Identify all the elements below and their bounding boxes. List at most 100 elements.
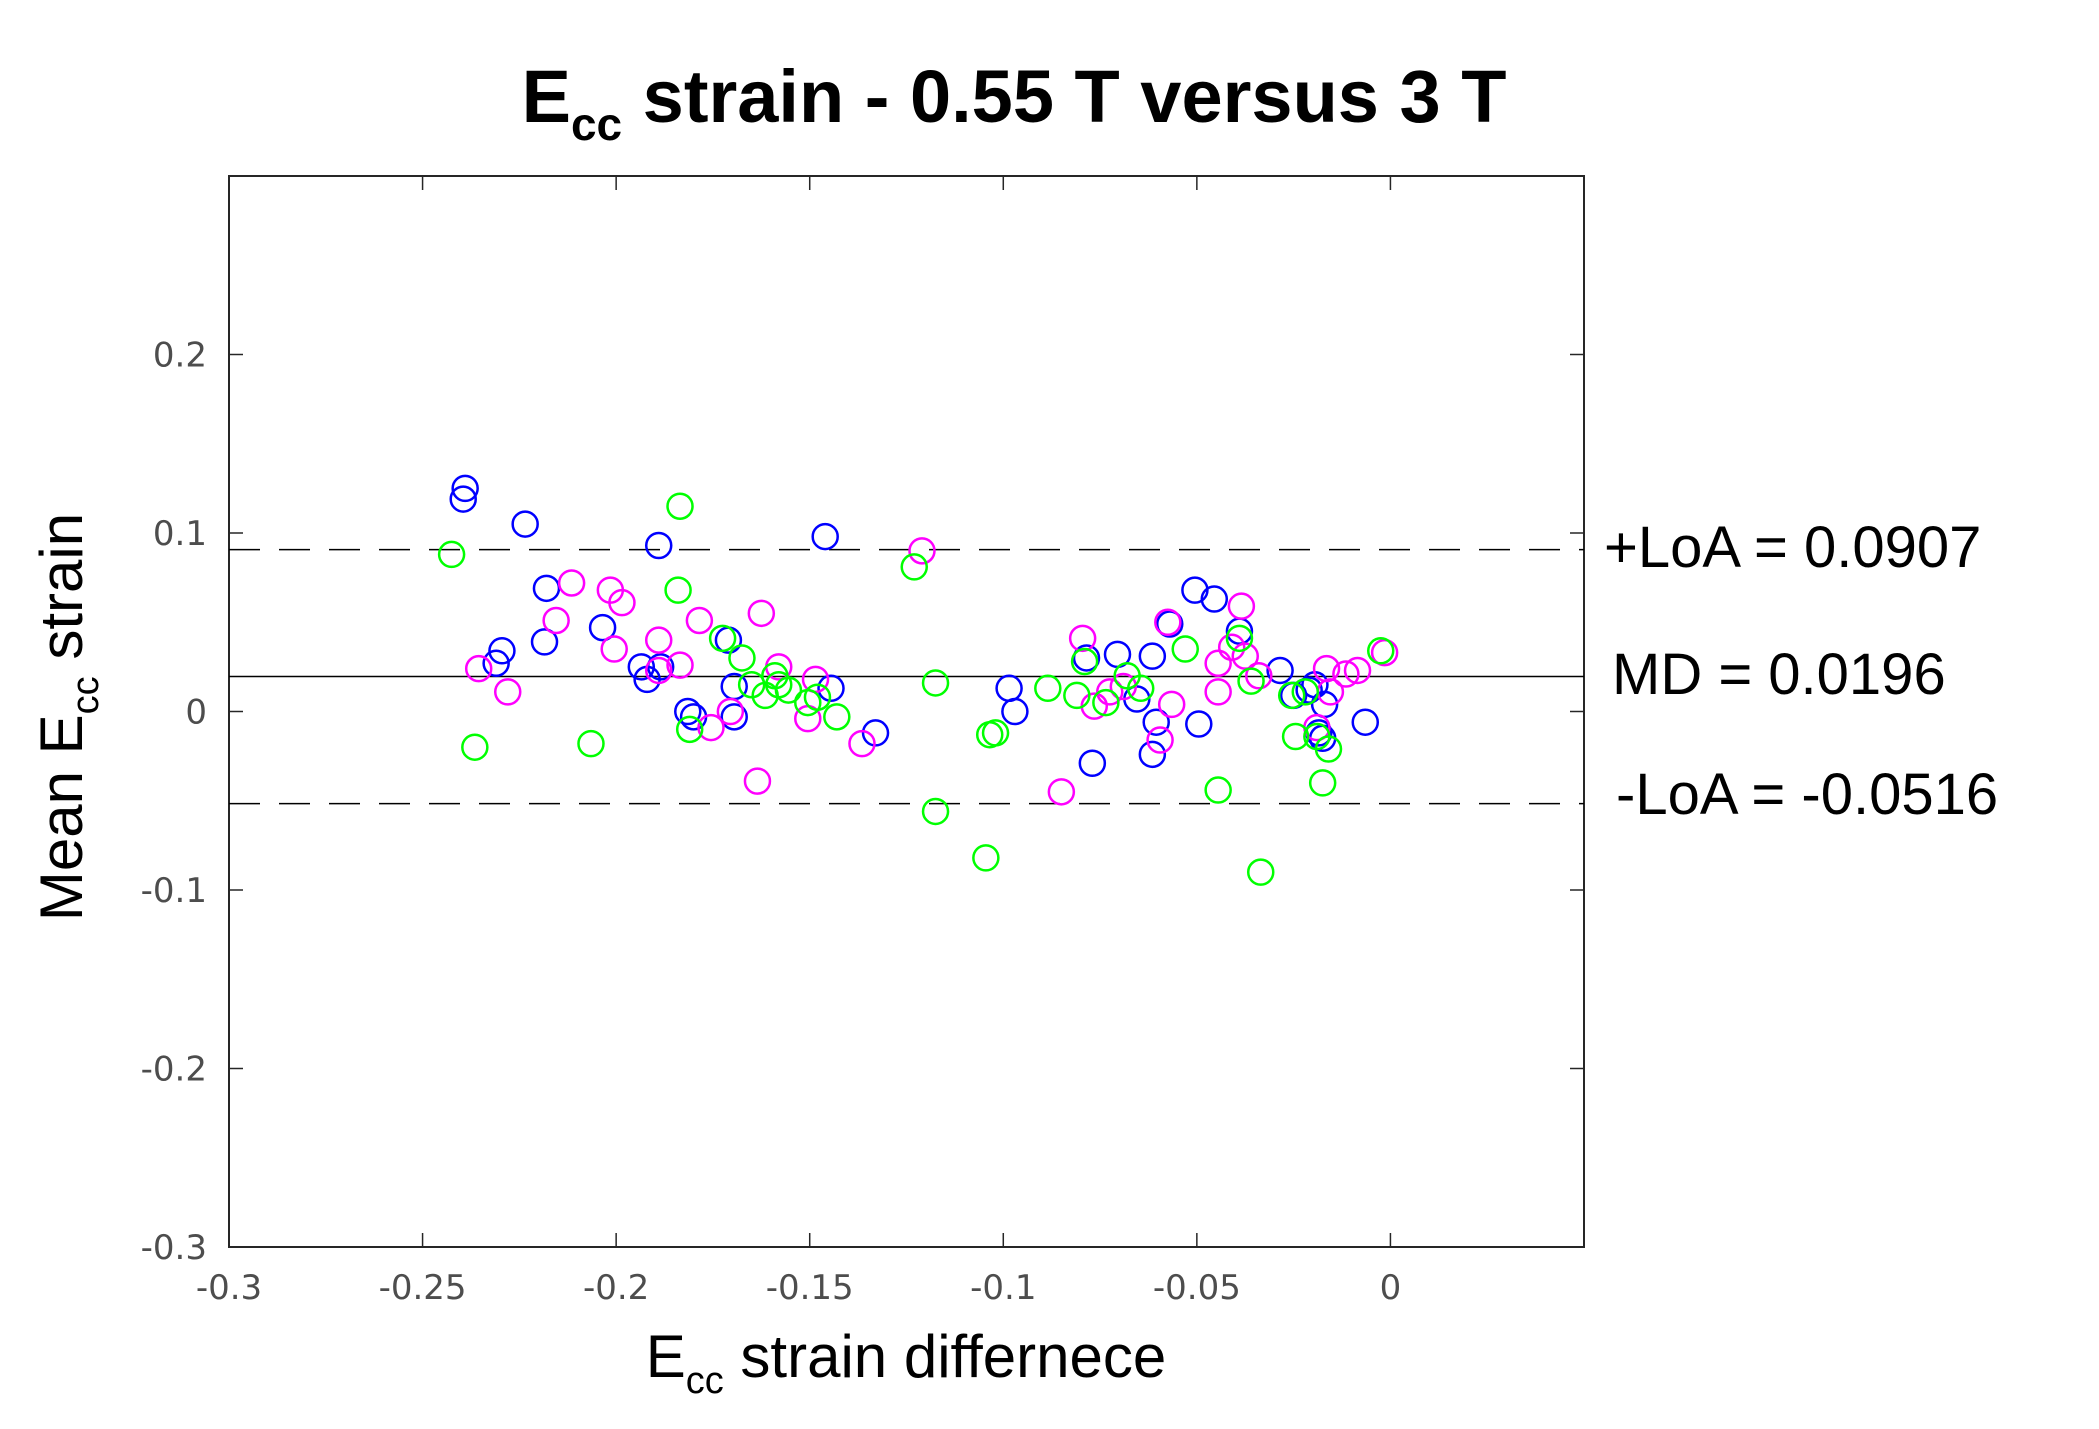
y-tick-label: -0.2 <box>141 1050 207 1090</box>
point-green <box>1204 776 1232 804</box>
point-magenta <box>1146 726 1174 754</box>
point-magenta <box>542 606 570 635</box>
point-green <box>1237 667 1265 695</box>
point-blue <box>1156 610 1184 638</box>
mean-difference-label: MD = 0.0196 <box>1612 642 1946 707</box>
point-blue <box>1001 697 1029 726</box>
point-magenta <box>557 569 586 597</box>
point-magenta <box>716 697 745 726</box>
point-magenta <box>1068 624 1097 653</box>
y-tick-label: -0.3 <box>141 1228 207 1268</box>
point-green <box>1291 678 1320 706</box>
point-blue <box>511 510 539 538</box>
point-magenta <box>697 713 725 742</box>
point-green <box>461 733 489 761</box>
point-green <box>921 669 950 697</box>
point-magenta <box>1217 633 1246 661</box>
point-blue <box>1072 644 1101 672</box>
point-green <box>675 715 704 744</box>
point-green <box>823 703 851 731</box>
point-magenta <box>464 654 493 683</box>
x-tick-label: -0.15 <box>766 1268 854 1308</box>
point-green <box>1126 674 1155 703</box>
point-green <box>1063 681 1091 710</box>
x-tick-label: -0.1 <box>970 1268 1036 1308</box>
point-blue <box>644 531 673 560</box>
y-axis-label: Mean Ecc strain <box>28 513 107 921</box>
point-blue <box>488 637 516 665</box>
point-magenta <box>1047 778 1076 806</box>
point-blue <box>1142 708 1170 736</box>
point-blue <box>1185 710 1213 738</box>
point-green <box>666 492 694 520</box>
point-green <box>1171 635 1199 663</box>
point-magenta <box>848 729 876 758</box>
point-magenta <box>1096 678 1124 706</box>
x-tick-label: 0 <box>1380 1268 1402 1308</box>
point-magenta <box>1154 608 1182 636</box>
point-green <box>972 844 1000 872</box>
lower-loa-label: -LoA = -0.0516 <box>1616 762 1998 827</box>
point-magenta <box>1343 656 1372 685</box>
point-blue <box>674 697 702 726</box>
point-green <box>577 729 605 758</box>
point-blue <box>720 703 748 731</box>
point-magenta <box>1204 649 1232 678</box>
point-magenta <box>1227 592 1256 620</box>
y-tick-label: -0.1 <box>141 871 207 911</box>
point-blue <box>1351 708 1380 736</box>
point-green <box>1314 735 1343 763</box>
point-green <box>1034 674 1062 703</box>
point-magenta <box>1109 672 1138 701</box>
point-green <box>437 540 466 569</box>
point-magenta <box>493 678 522 706</box>
point-blue <box>449 485 477 513</box>
point-green <box>900 553 928 581</box>
point-green <box>1070 647 1099 676</box>
point-green <box>728 644 756 672</box>
upper-loa-label: +LoA = 0.0907 <box>1604 515 1981 580</box>
point-blue <box>482 649 510 678</box>
point-green <box>1225 624 1254 653</box>
y-tick-label: 0 <box>185 693 207 733</box>
point-green <box>1246 858 1275 886</box>
y-tick-label: 0.1 <box>153 514 207 554</box>
point-magenta <box>1157 690 1186 719</box>
point-green <box>1277 681 1306 710</box>
point-blue <box>1266 656 1294 685</box>
point-green <box>981 719 1010 747</box>
x-tick-label: -0.05 <box>1153 1268 1241 1308</box>
x-tick-label: -0.2 <box>583 1268 649 1308</box>
point-blue <box>588 613 617 642</box>
point-magenta <box>685 606 714 635</box>
x-axis-label: Ecc strain differnece <box>646 1323 1167 1402</box>
point-magenta <box>747 599 776 628</box>
point-green <box>1367 637 1395 665</box>
chart-title: Ecc strain - 0.55 T versus 3 T <box>522 55 1507 150</box>
point-magenta <box>608 588 636 617</box>
point-blue <box>1200 585 1229 613</box>
point-blue <box>1138 740 1167 769</box>
plot-area <box>228 175 1585 1248</box>
point-magenta <box>743 767 772 795</box>
point-green <box>1308 769 1337 797</box>
point-magenta <box>644 626 673 654</box>
point-blue <box>451 474 479 503</box>
point-green <box>664 576 692 604</box>
point-blue <box>1078 749 1107 778</box>
point-blue <box>530 628 559 656</box>
x-tick-label: -0.3 <box>196 1268 262 1308</box>
point-green <box>803 683 832 711</box>
point-magenta <box>1332 660 1360 688</box>
point-magenta <box>1231 642 1259 670</box>
point-green <box>708 624 737 653</box>
point-blue <box>627 653 656 681</box>
point-green <box>921 797 950 826</box>
point-blue <box>1138 642 1167 670</box>
point-magenta <box>1245 662 1273 690</box>
point-blue <box>1181 576 1209 604</box>
point-magenta <box>644 656 673 685</box>
point-green <box>1092 688 1120 717</box>
point-green <box>1281 722 1310 751</box>
